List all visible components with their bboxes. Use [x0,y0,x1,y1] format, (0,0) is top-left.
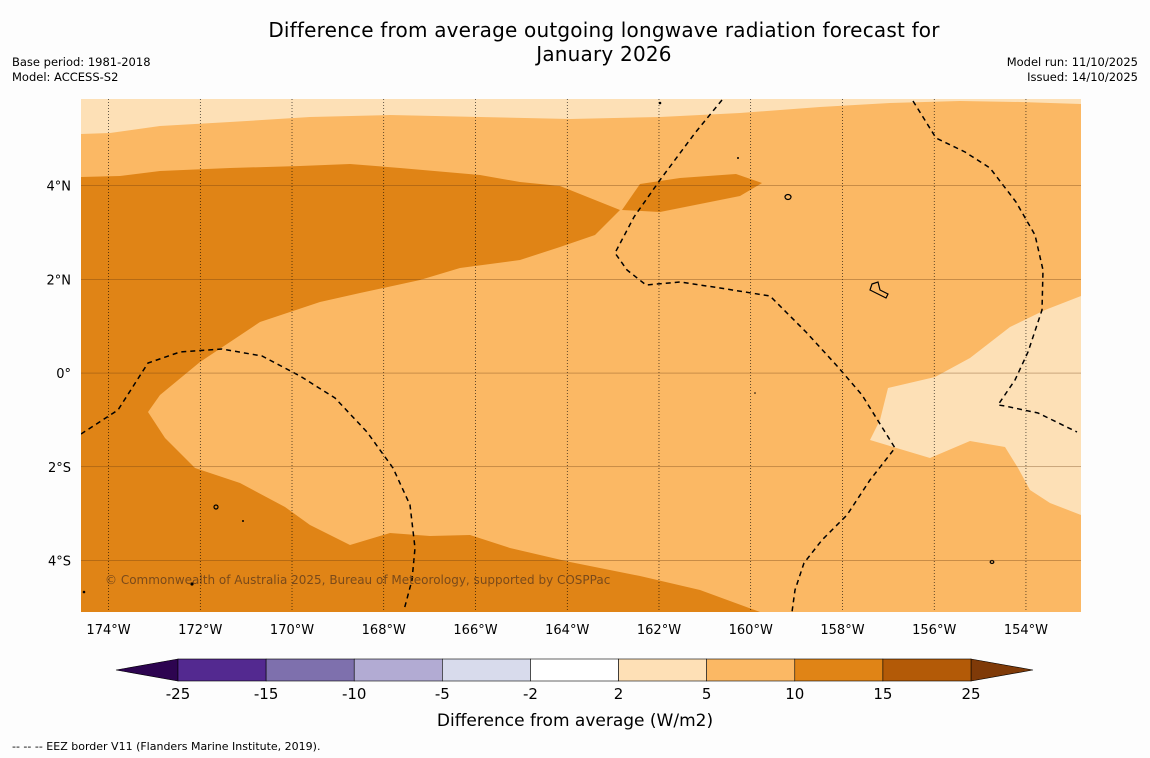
island-outlines [213,193,995,565]
colorbar-tick-labels: -25 -15 -10 -5 -2 2 5 10 15 25 [166,685,981,703]
longitude-label: 168°W [362,623,406,638]
colorbar-swatch [442,658,531,682]
meta-right: Model run: 11/10/2025 Issued: 14/10/2025 [1007,55,1138,85]
anomaly-region-10-15-north [81,164,760,612]
map-area [81,99,1081,612]
colorbar-swatch [265,658,355,682]
base-period: Base period: 1981-2018 [12,55,151,69]
longitude-label: 160°W [729,623,773,638]
colorbar-swatch [706,658,796,682]
title-line-2: January 2026 [536,42,672,66]
eez-borders [81,99,1078,612]
colorbar-tick-label: 2 [614,685,624,703]
anomaly-region-2-5-north [81,99,1081,134]
anomaly-region-10-15-tongue [622,174,762,212]
colorbar-tick-label: -2 [523,685,538,703]
latitude-label: 4°S [48,554,71,569]
chart-title: Difference from average outgoing longwav… [0,18,1150,66]
islet [242,520,244,522]
colorbar-tick-label: -25 [166,685,191,703]
title-line-1: Difference from average outgoing longwav… [268,18,940,42]
meta-left: Base period: 1981-2018 Model: ACCESS-S2 [12,55,151,85]
colorbar-swatch [177,658,267,682]
longitude-label: 170°W [270,623,314,638]
island-2 [869,281,889,299]
colorbar-swatch [882,658,972,682]
colorbar-title: Difference from average (W/m2) [437,711,713,731]
longitude-label: 172°W [178,623,222,638]
small-islets [82,101,756,594]
model-run: Model run: 11/10/2025 [1006,55,1138,69]
latitude-label: 2°S [48,461,71,476]
colorbar-swatch [530,658,619,682]
longitude-label: 158°W [820,623,864,638]
colorbar-tick-label: 5 [702,685,712,703]
footnote: -- -- -- EEZ border V11 (Flanders Marine… [12,740,321,753]
colorbar-tick-label: -15 [254,685,279,703]
colorbar-tick-label: -5 [435,685,450,703]
islet [737,157,739,159]
eez-border-west [81,348,416,611]
colorbar-tick-label: -10 [342,685,367,703]
island-3 [213,504,219,510]
latitude-label: 2°N [47,273,72,288]
longitude-label: 166°W [453,623,497,638]
model-name: Model: ACCESS-S2 [12,70,119,84]
colorbar-swatch [618,658,707,682]
longitude-label: 162°W [637,623,681,638]
copyright-notice: © Commonwealth of Australia 2025, Bureau… [105,573,610,587]
longitude-label: 156°W [912,623,956,638]
colorbar-swatch [353,658,443,682]
gridlines [81,99,1081,612]
latitude-label: 0° [56,367,71,382]
longitude-labels: 174°W 172°W 170°W 168°W 166°W 164°W 162°W 160°W… [86,623,1048,638]
anomaly-region-2-5-east [870,296,1081,515]
longitude-label: 174°W [86,623,130,638]
colorbar-tick-label: 15 [873,685,892,703]
longitude-label: 164°W [545,623,589,638]
colorbar [115,658,1034,682]
longitude-label: 154°W [1004,623,1048,638]
eez-border-east [912,100,1078,433]
latitude-labels: 4°N 2°N 0° 2°S 4°S [47,180,72,570]
issued-date: Issued: 14/10/2025 [1027,70,1138,84]
islet [190,582,194,586]
island-1 [784,193,792,201]
colorbar-extend-max [970,658,1034,682]
colorbar-tick-label: 25 [961,685,980,703]
colorbar-extend-min [115,658,179,682]
colorbar-swatch [794,658,884,682]
latitude-label: 4°N [47,180,72,195]
islet [658,101,662,105]
islet [754,392,756,394]
islet [82,590,86,594]
colorbar-tick-label: 10 [785,685,804,703]
eez-border-central [614,99,896,612]
